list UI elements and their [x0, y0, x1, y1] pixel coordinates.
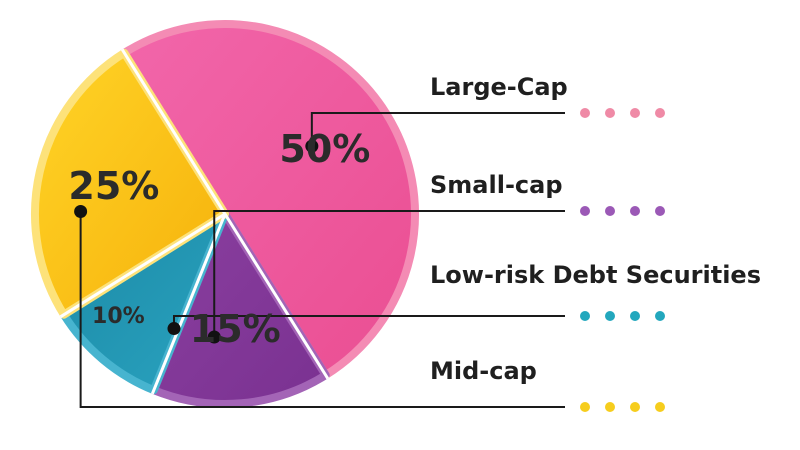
mid-cap-connector-line	[79, 211, 565, 408]
small-cap-percent-label: 15%	[190, 307, 281, 351]
slice-separator	[120, 48, 227, 215]
mid-cap-legend-label: Mid-cap	[430, 357, 537, 385]
large-cap-legend-dot	[655, 108, 665, 118]
large-cap-connector-line	[310, 112, 565, 147]
legend: Large-Cap Small-cap Low-risk Debt Securiti…	[430, 73, 761, 412]
mid-cap-connector-dot	[74, 204, 88, 218]
large-cap-legend-dot	[605, 108, 615, 118]
low-risk-debt-securities-connector-dot	[167, 322, 181, 336]
small-cap-legend-dot	[605, 206, 615, 216]
low-risk-debt-securities-percent-label: 10%	[92, 304, 145, 329]
mid-cap-legend-dot	[630, 402, 640, 412]
small-cap-slice	[149, 210, 330, 408]
large-cap-legend-dot	[580, 108, 590, 118]
low-risk-debt-securities-legend-dot	[605, 311, 615, 321]
connector-lines	[74, 112, 565, 408]
small-cap-connector-line	[213, 210, 565, 338]
percent-labels: 50% 15% 10% 25%	[68, 127, 370, 351]
mid-cap-slice	[31, 48, 229, 319]
mid-cap-legend-dot	[655, 402, 665, 412]
small-cap-legend-dot	[655, 206, 665, 216]
slice-separator	[223, 213, 330, 380]
slice-separator	[59, 212, 226, 319]
mid-cap-legend-dot	[580, 402, 590, 412]
mid-cap-legend-dot	[605, 402, 615, 412]
small-cap-legend-dot	[580, 206, 590, 216]
slice-separator	[150, 213, 227, 395]
small-cap-legend-dot	[630, 206, 640, 216]
large-cap-connector-dot	[305, 139, 319, 153]
low-risk-debt-securities-slice	[59, 210, 229, 395]
small-cap-connector-dot	[207, 330, 221, 344]
large-cap-percent-label: 50%	[279, 127, 370, 171]
small-cap-legend-label: Small-cap	[430, 171, 563, 199]
large-cap-legend-label: Large-Cap	[430, 73, 568, 101]
large-cap-legend-dot	[630, 108, 640, 118]
mid-cap-percent-label: 25%	[68, 164, 159, 208]
low-risk-debt-securities-legend-dot	[630, 311, 640, 321]
low-risk-debt-securities-legend-label: Low-risk Debt Securities	[430, 261, 761, 289]
pie-slices	[31, 20, 419, 408]
low-risk-debt-securities-legend-dot	[655, 311, 665, 321]
low-risk-debt-securities-legend-dot	[580, 311, 590, 321]
